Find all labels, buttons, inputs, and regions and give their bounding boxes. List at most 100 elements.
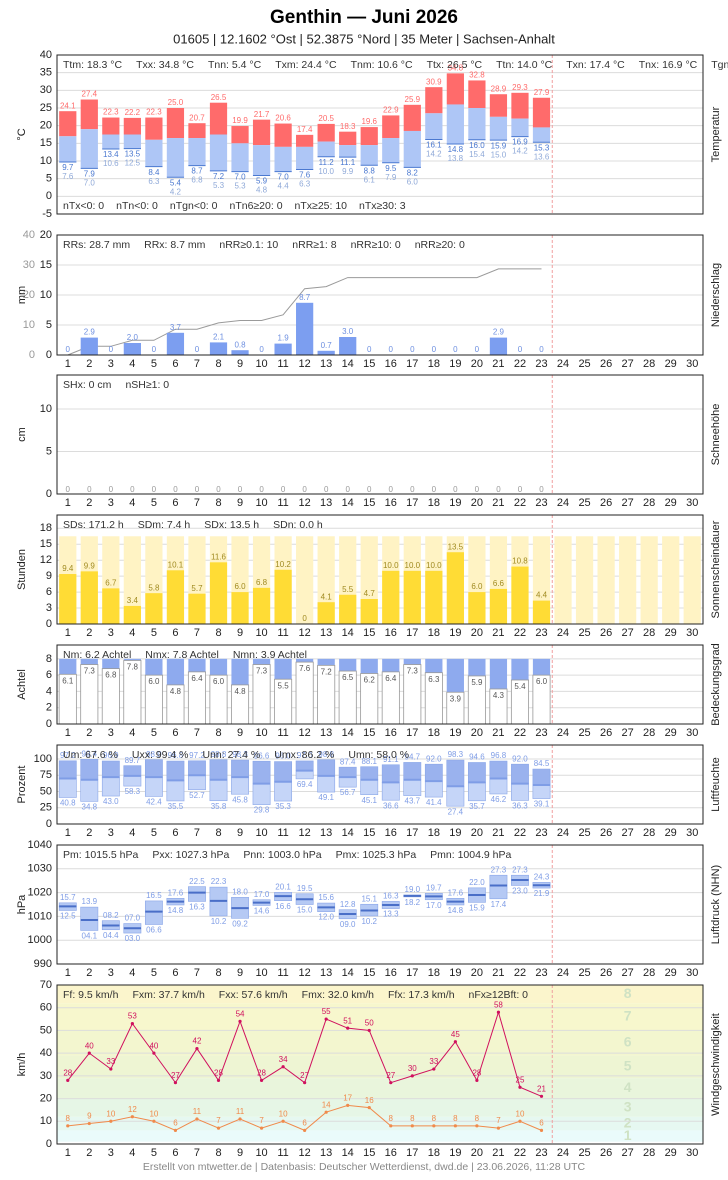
y-tick-label: 25 [40, 102, 52, 114]
value-label: 39.1 [534, 800, 550, 809]
y-tick-label: -5 [42, 208, 52, 220]
value-label: 28 [63, 1069, 72, 1078]
point [152, 1119, 156, 1123]
value-label: 29.3 [512, 83, 528, 92]
value-label: 10 [149, 1109, 158, 1118]
value-label: 7.2 [213, 172, 225, 181]
value-label: 2.1 [213, 333, 225, 342]
bar [231, 350, 249, 355]
value-label: 7.2 [321, 667, 333, 676]
x-tick-label: 5 [151, 627, 157, 639]
value-label: 16.6 [275, 902, 291, 911]
point [303, 1128, 307, 1132]
x-tick-label: 13 [320, 827, 332, 839]
bar [468, 592, 486, 624]
value-label: 6.7 [105, 578, 117, 587]
value-label: 5.9 [471, 678, 483, 687]
temp-lower [209, 134, 228, 171]
x-tick-label: 8 [215, 358, 221, 370]
cloud-free [231, 658, 249, 685]
x-tick-label: 1 [65, 1147, 71, 1159]
x-tick-label: 16 [385, 827, 397, 839]
point [303, 1081, 307, 1085]
beaufort-label: 5 [624, 1057, 632, 1073]
value-label: 19.6 [361, 117, 377, 126]
temp-lower [296, 146, 314, 170]
value-label: 6.0 [536, 677, 548, 686]
y-axis-label: cm [16, 427, 28, 442]
bar [317, 602, 335, 624]
value-label: 9.9 [84, 561, 96, 570]
value-label: 23.0 [512, 887, 528, 896]
point [410, 1074, 414, 1078]
bar [59, 574, 77, 624]
panel-frame [57, 845, 703, 964]
beaufort-label: 7 [624, 1008, 632, 1024]
panel-title: Niederschlag [710, 263, 722, 327]
stat: Nmn: 3.9 Achtel [233, 649, 307, 661]
x-tick-label: 30 [686, 1147, 698, 1159]
value-label: 6.3 [299, 180, 311, 189]
range-lower [489, 885, 508, 900]
stat: Unn: 27.4 % [202, 749, 260, 761]
range-upper [144, 900, 163, 912]
x-tick-label: 25 [578, 358, 590, 370]
temp-upper [317, 123, 335, 142]
x-tick-label: 21 [492, 727, 504, 739]
y-tick-label: 0 [46, 818, 52, 830]
value-label: 6.1 [364, 175, 376, 184]
value-label: 3.7 [170, 323, 182, 332]
x-tick-label: 10 [255, 497, 267, 509]
value-label: 84.5 [534, 759, 550, 768]
x-tick-label: 4 [129, 967, 135, 979]
x-tick-label: 20 [471, 627, 483, 639]
value-label: 28 [257, 1069, 266, 1078]
x-tick-label: 24 [557, 727, 569, 739]
y-tick-label: 75 [40, 769, 52, 781]
x-tick-label: 3 [108, 727, 114, 739]
x-tick-label: 18 [428, 627, 440, 639]
value-label: 16.0 [469, 141, 485, 150]
value-label: 0 [367, 345, 372, 354]
value-label: 91.1 [383, 755, 399, 764]
x-tick-label: 7 [194, 827, 200, 839]
beaufort-band [57, 1116, 703, 1131]
x-tick-label: 18 [428, 1147, 440, 1159]
value-label: 15.0 [491, 150, 507, 159]
value-label: 0 [432, 485, 437, 494]
stat: nTx≥25: 10 [295, 200, 348, 212]
value-label: 3.0 [342, 327, 354, 336]
x-tick-label: 19 [449, 827, 461, 839]
x-tick-label: 6 [172, 497, 178, 509]
value-label: 41.4 [426, 798, 442, 807]
y-tick-label: 10 [40, 1115, 52, 1127]
value-label: 14.2 [426, 150, 442, 159]
range-lower [252, 783, 271, 805]
value-label: 5.3 [213, 181, 225, 190]
value-label: 42.4 [146, 798, 162, 807]
y-tick-label: 1010 [28, 910, 52, 922]
bar [145, 593, 163, 624]
range-lower [467, 894, 486, 903]
x-tick-label: 14 [342, 827, 354, 839]
value-label: 50 [365, 1019, 374, 1028]
x-tick-label: 21 [492, 627, 504, 639]
value-label: 6.4 [191, 674, 203, 683]
x-tick-label: 29 [665, 1147, 677, 1159]
x-tick-label: 26 [600, 967, 612, 979]
value-label: 0 [496, 485, 501, 494]
range-lower [80, 919, 99, 931]
value-label: 04.4 [103, 931, 119, 940]
value-label: 7.3 [407, 667, 419, 676]
value-label: 26.5 [211, 93, 227, 102]
bar [80, 337, 98, 355]
value-label: 27 [171, 1071, 180, 1080]
y-tick-label: 990 [34, 958, 52, 970]
point [259, 1078, 264, 1082]
value-label: 0 [410, 345, 415, 354]
value-label: 7 [259, 1116, 264, 1125]
value-label: 0 [324, 485, 329, 494]
value-label: 10 [516, 1109, 525, 1118]
x-tick-label: 28 [643, 358, 655, 370]
